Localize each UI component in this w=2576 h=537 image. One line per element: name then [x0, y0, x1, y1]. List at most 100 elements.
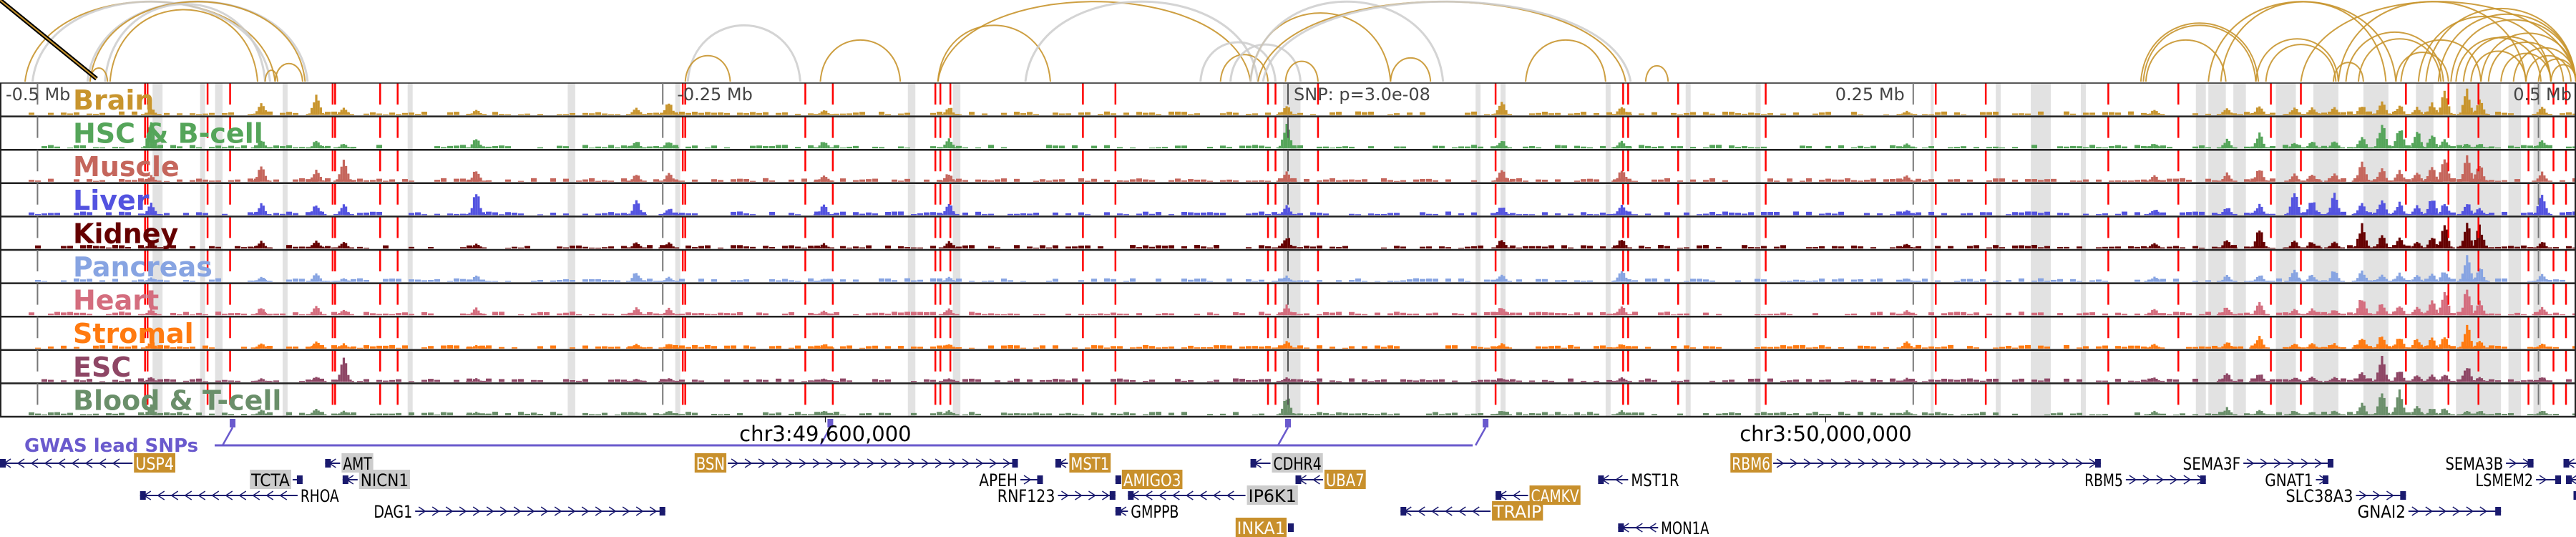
signal-peak-bar [472, 379, 476, 382]
signal-bar [1735, 113, 1741, 115]
signal-peak-bar [2368, 246, 2371, 248]
loop-arc [86, 0, 309, 82]
signal-peak-bar [2148, 246, 2152, 248]
signal-bar [273, 213, 279, 216]
signal-peak-bar [2541, 242, 2544, 248]
signal-bar [409, 381, 414, 382]
signal-peak-bar [306, 247, 308, 248]
signal-peak-bar [313, 102, 316, 115]
signal-bar [1323, 412, 1329, 415]
signal-peak-bar [670, 344, 673, 349]
signal-bar [692, 213, 698, 216]
signal-peak-bar [2308, 311, 2311, 316]
signal-bar [756, 312, 762, 316]
signal-bar [2212, 213, 2218, 216]
signal-bar [1845, 314, 1850, 316]
signal-peak-bar [663, 280, 666, 282]
signal-peak-bar [2311, 343, 2313, 349]
signal-bar [1664, 246, 1670, 248]
signal-peak-bar [1292, 114, 1295, 115]
signal-peak-bar [2263, 378, 2265, 382]
signal-peak-bar [2288, 379, 2291, 382]
signal-bar [67, 113, 73, 115]
signal-peak-bar [155, 211, 157, 216]
signal-peak-bar [2331, 378, 2333, 382]
signal-peak-bar [1281, 345, 1284, 349]
signal-bar [898, 246, 904, 248]
signal-peak-bar [2308, 175, 2311, 182]
signal-peak-bar [2538, 198, 2542, 216]
signal-peak-bar [267, 247, 270, 248]
signal-peak-bar [2311, 175, 2313, 182]
signal-peak-bar [2406, 380, 2409, 382]
signal-peak-bar [2450, 112, 2453, 115]
signal-bar [293, 147, 298, 149]
signal-peak-bar [1912, 314, 1916, 316]
signal-bar [885, 314, 891, 316]
signal-peak-bar [2541, 107, 2544, 115]
signal-bar [692, 247, 698, 248]
signal-peak-bar [2153, 210, 2156, 216]
signal-bar [1870, 346, 1876, 349]
signal-peak-bar [2394, 344, 2396, 349]
signal-bar [1761, 114, 1767, 115]
signal-bar [1259, 347, 1264, 349]
signal-bar [589, 314, 595, 316]
signal-peak-bar [470, 380, 473, 382]
signal-peak-bar [2476, 145, 2479, 149]
signal-peak-bar [2260, 275, 2263, 282]
signal-peak-bar [155, 280, 157, 282]
signal-peak-bar [2251, 380, 2254, 382]
signal-bar [1986, 112, 1992, 115]
signal-bar [1098, 114, 1103, 115]
signal-peak-bar [658, 414, 661, 415]
signal-peak-bar [2338, 246, 2341, 248]
signal-peak-bar [317, 275, 320, 282]
signal-peak-bar [2536, 145, 2539, 149]
signal-peak-bar [2356, 278, 2359, 282]
signal-peak-bar [670, 379, 673, 382]
signal-peak-bar [2284, 147, 2287, 149]
signal-bar [737, 245, 743, 248]
signal-bar [1214, 245, 1219, 248]
signal-peak-bar [313, 275, 316, 282]
signal-bar [80, 380, 86, 382]
signal-bar [2321, 112, 2327, 115]
signal-bar [1993, 112, 1999, 115]
signal-peak-bar [2228, 276, 2231, 282]
signal-bar [1065, 246, 1071, 248]
signal-peak-bar [2333, 343, 2336, 349]
signal-peak-bar [2293, 344, 2296, 349]
signal-peak-bar [2249, 147, 2252, 149]
signal-peak-bar [2148, 414, 2152, 415]
signal-bar [834, 113, 839, 115]
signal-peak-bar [1901, 213, 1904, 216]
signal-peak-bar [262, 344, 265, 349]
signal-peak-bar [2466, 143, 2469, 149]
signal-bar [904, 147, 910, 149]
signal-bar [87, 113, 92, 115]
signal-peak-bar [255, 413, 258, 415]
signal-bar [376, 379, 382, 382]
signal-peak-bar [2483, 147, 2486, 149]
signal-peak-bar [484, 180, 487, 182]
signal-bar [1825, 379, 1831, 382]
signal-peak-bar [2474, 110, 2477, 115]
signal-peak-bar [2338, 208, 2341, 216]
signal-bar [203, 113, 208, 115]
signal-peak-bar [2421, 213, 2424, 216]
signal-peak-bar [938, 414, 942, 415]
signal-peak-bar [2443, 374, 2446, 382]
signal-peak-bar [660, 281, 663, 282]
signal-peak-bar [663, 110, 666, 115]
signal-peak-bar [306, 347, 308, 349]
signal-peak-bar [2383, 171, 2386, 182]
signal-peak-bar [2249, 414, 2252, 415]
signal-peak-bar [938, 281, 942, 282]
signal-peak-bar [1496, 245, 1498, 248]
signal-bar [2199, 145, 2205, 149]
signal-bar [2019, 113, 2024, 115]
loop-arc [2470, 50, 2527, 82]
signal-bar [1272, 281, 1277, 282]
